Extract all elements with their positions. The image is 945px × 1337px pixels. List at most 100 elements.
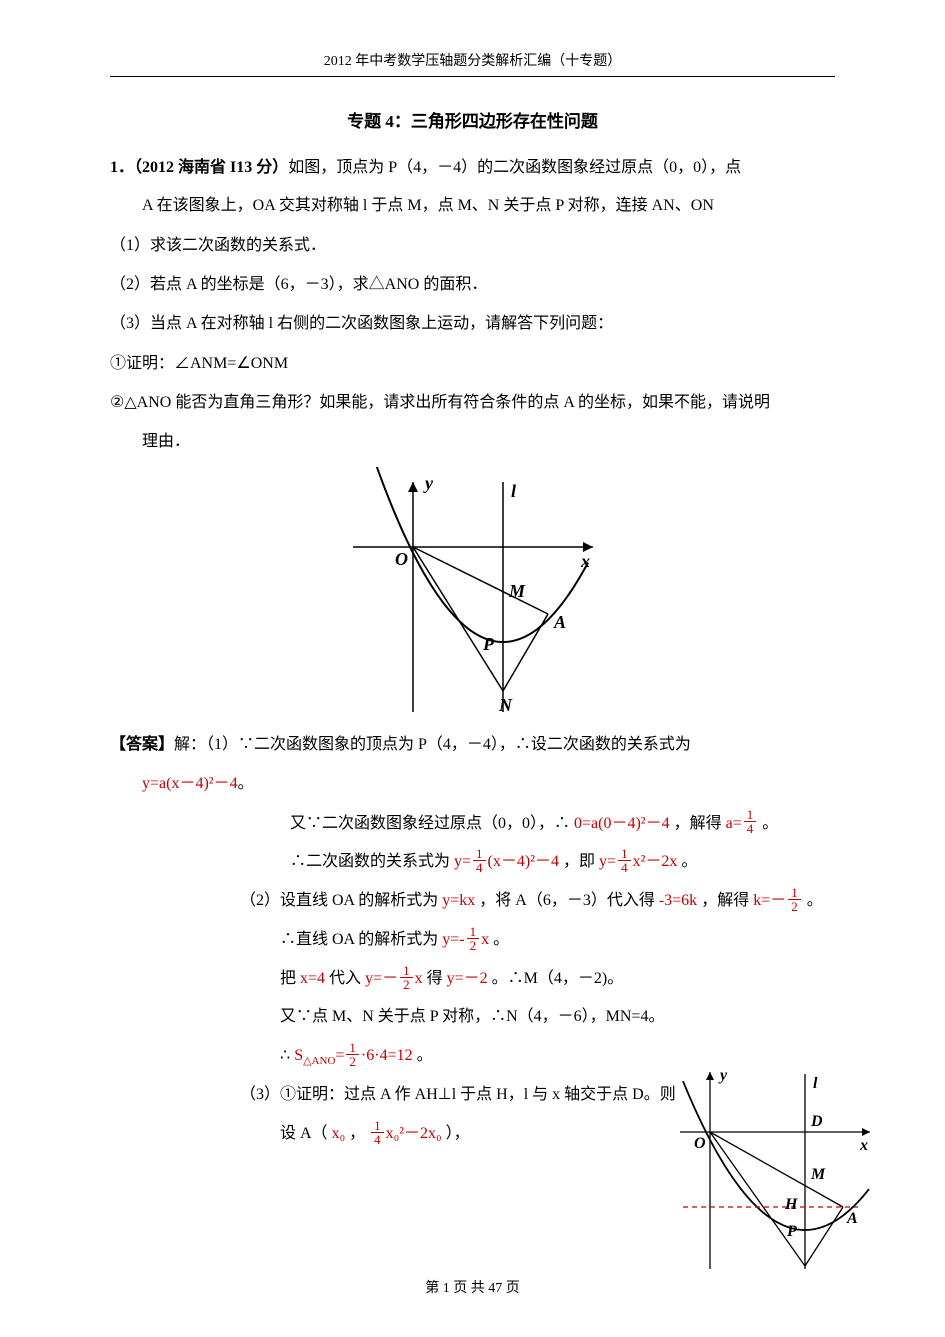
- period1: 。: [238, 775, 254, 792]
- eq6c: y=－2: [447, 970, 488, 987]
- eq8: S△ANO=12·6·4=12: [294, 1047, 416, 1064]
- eq3b-den: 4: [618, 861, 631, 874]
- footer-page: 1: [443, 1281, 450, 1296]
- svg-text:x: x: [859, 1137, 868, 1154]
- l5a: ∴直线 OA 的解析式为: [280, 931, 438, 948]
- l3a: ∴二次函数的关系式为: [290, 853, 450, 870]
- figure-main: ylOxMPAN: [343, 467, 603, 717]
- footer-total: 47: [488, 1281, 502, 1296]
- footer-prefix: 第: [425, 1281, 443, 1296]
- l4lead: （2）设直线 OA 的解析式为: [240, 892, 438, 909]
- svg-text:P: P: [786, 1223, 797, 1240]
- eq10-den: 4: [371, 1133, 384, 1146]
- answer-line4: （2）设直线 OA 的解析式为 y=kx ，将 A（6，－3）代入得 -3=6k…: [110, 883, 835, 920]
- answer-label: 【答案】: [110, 736, 174, 753]
- answer-line2: 又∵二次函数图象经过原点（0，0），∴ 0=a(0－4)²－4 ，解得 a=14…: [110, 806, 835, 843]
- problem-source: （2012 海南省 I13 分）: [134, 159, 288, 176]
- svg-text:M: M: [508, 581, 526, 601]
- answer-eq1: y=a(x－4)²－4。: [110, 766, 835, 801]
- period2: 。: [762, 815, 778, 832]
- eq3b-tail: x²－2x: [633, 853, 678, 870]
- eq5-pre: y=-: [442, 931, 464, 948]
- eq10a: x₀: [332, 1125, 346, 1142]
- question-3a: ①证明：∠ANM=∠ONM: [110, 346, 835, 381]
- eq3b: y=14x²－2x: [599, 853, 681, 870]
- eq10b: 14x₀²－2x₀: [369, 1125, 445, 1142]
- l10b: ，: [349, 1125, 365, 1142]
- eq8-num: 1: [346, 1041, 359, 1055]
- eq5: y=-12x: [442, 931, 493, 948]
- eq2: 0=a(0－4)²－4: [574, 815, 670, 832]
- header-rule: [110, 76, 835, 77]
- eq10-num: 1: [371, 1119, 384, 1133]
- problem-stem-line1: 1．（2012 海南省 I13 分）如图，顶点为 P（4，－4）的二次函数图象经…: [110, 152, 835, 184]
- answer-line7: 又∵点 M、N 关于点 P 对称，∴N（4，－6），MN=4。: [110, 999, 835, 1036]
- eq4c-den: 2: [788, 900, 801, 913]
- eq2b-den: 4: [744, 822, 757, 835]
- stem-text-a: 如图，顶点为 P（4，－4）的二次函数图象经过原点（0，0），点: [288, 159, 741, 176]
- answer-line1: 【答案】解：（1）∵二次函数图象的顶点为 P（4，－4），∴设二次函数的关系式为: [110, 727, 835, 762]
- eq5-num: 1: [467, 925, 480, 939]
- problem-stem-line2: A 在该图象上，OA 交其对称轴 l 于点 M，点 M、N 关于点 P 对称，连…: [110, 190, 835, 222]
- l4tail: ，解得: [701, 892, 749, 909]
- question-3b: ②△ANO 能否为直角三角形？如果能，请求出所有符合条件的点 A 的坐标，如果不…: [110, 385, 835, 420]
- answer-line3: ∴二次函数的关系式为 y=14(x－4)²－4 ，即 y=14x²－2x 。: [110, 844, 835, 881]
- eq3b-num: 1: [618, 847, 631, 861]
- svg-text:A: A: [846, 1210, 858, 1227]
- eq8-tail: ·6·4=12: [361, 1047, 413, 1064]
- page-header: 2012 年中考数学压轴题分类解析汇编（十专题）: [110, 50, 835, 70]
- svg-text:D: D: [810, 1113, 823, 1130]
- l2a: 又∵二次函数图象经过原点（0，0），∴: [290, 815, 570, 832]
- l6c: 得: [427, 970, 443, 987]
- l8a: ∴: [280, 1047, 290, 1064]
- svg-text:x: x: [580, 551, 590, 571]
- eq4c-pre: k=－: [753, 892, 786, 909]
- svg-text:M: M: [810, 1166, 826, 1183]
- eq8-den: 2: [346, 1055, 359, 1068]
- l6a: 把: [280, 970, 296, 987]
- l6d: 。∴M（4，－2)。: [492, 970, 624, 987]
- figure-secondary-wrap: ylDOxMHPA: [675, 1062, 875, 1277]
- eq6b-den: 2: [400, 978, 413, 991]
- eq6b: y=－12x: [365, 970, 427, 987]
- svg-text:A: A: [553, 612, 566, 632]
- svg-text:O: O: [395, 549, 408, 569]
- eq3b-pre: y=: [599, 853, 616, 870]
- eq3-den: 4: [473, 861, 486, 874]
- footer-suffix: 页: [502, 1281, 520, 1296]
- svg-text:P: P: [482, 634, 495, 654]
- period3: 。: [681, 853, 697, 870]
- svg-text:y: y: [718, 1067, 728, 1084]
- svg-text:l: l: [511, 481, 516, 501]
- eq3: y=14(x－4)²－4: [454, 853, 563, 870]
- eq3-pre: y=: [454, 853, 471, 870]
- question-2: （2）若点 A 的坐标是（6，－3），求△ANO 的面积．: [110, 267, 835, 302]
- l4mid: ，将 A（6，－3）代入得: [479, 892, 655, 909]
- svg-text:H: H: [784, 1196, 798, 1213]
- footer-mid: 页 共: [450, 1281, 489, 1296]
- answer-line5: ∴直线 OA 的解析式为 y=-12x 。: [110, 922, 835, 959]
- eq2b: a=14: [726, 815, 763, 832]
- eq8-sub: △ANO: [303, 1055, 335, 1067]
- l10c: ），: [446, 1125, 470, 1142]
- eq6b-tail: x: [415, 970, 423, 987]
- eq4c-num: 1: [788, 886, 801, 900]
- page-footer: 第 1 页 共 47 页: [0, 1277, 945, 1297]
- l10a: 设 A（: [280, 1125, 328, 1142]
- svg-text:y: y: [423, 473, 434, 493]
- question-1: （1）求该二次函数的关系式．: [110, 228, 835, 263]
- topic-title: 专题 4：三角形四边形存在性问题: [110, 107, 835, 132]
- answer-line1a: 解：（1）∵二次函数图象的顶点为 P（4，－4），∴设二次函数的关系式为: [174, 736, 691, 753]
- period5: 。: [493, 931, 509, 948]
- eq3-num: 1: [473, 847, 486, 861]
- eq5-den: 2: [467, 939, 480, 952]
- period8: 。: [417, 1047, 433, 1064]
- l2b: ，解得: [674, 815, 722, 832]
- eq2b-pre: a=: [726, 815, 742, 832]
- eq1: y=a(x－4)²－4: [142, 775, 238, 792]
- eq6b-pre: y=－: [365, 970, 398, 987]
- figure-secondary: ylDOxMHPA: [675, 1062, 875, 1272]
- eq3-mid: (x－4)²－4: [488, 853, 559, 870]
- eq8-eq: =: [335, 1047, 344, 1064]
- eq10-mid: x₀²－2x₀: [386, 1125, 442, 1142]
